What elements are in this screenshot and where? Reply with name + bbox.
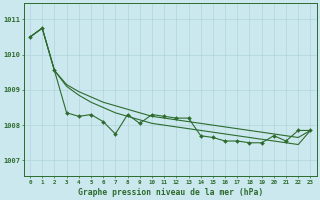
- X-axis label: Graphe pression niveau de la mer (hPa): Graphe pression niveau de la mer (hPa): [78, 188, 263, 197]
